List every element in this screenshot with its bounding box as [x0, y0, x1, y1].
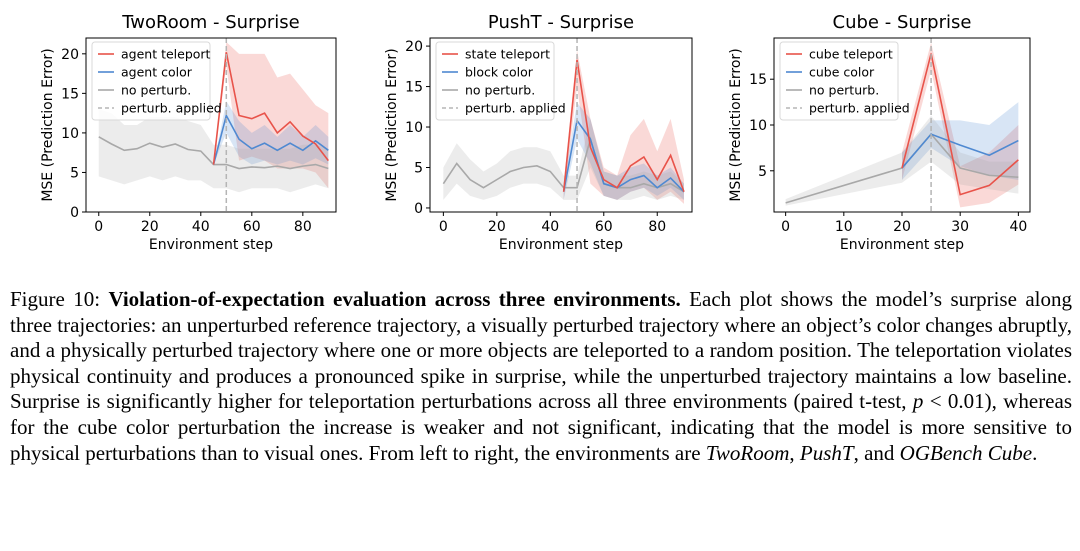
caption-math-p: p: [912, 389, 924, 414]
plot-area: [442, 38, 685, 212]
x-tick-label: 80: [648, 219, 666, 235]
x-tick-label: 10: [835, 219, 853, 235]
series-line-cube-teleport: [901, 53, 1019, 196]
y-tick-label: 5: [414, 160, 423, 176]
y-tick-label: 5: [70, 165, 79, 181]
plot-area: [785, 38, 1019, 212]
caption-env-tworoom: TwoRoom: [705, 440, 790, 465]
chart-panel-2: 0 10 20 30 40 5 10 15 Cube - Surprise Environment…: [728, 12, 1031, 253]
caption-body-1: Each plot shows the model’s surprise alo…: [10, 287, 1072, 414]
series-line-no-perturb: [785, 132, 1019, 204]
x-tick-label: 80: [294, 219, 312, 235]
chart-title: Cube - Surprise: [833, 12, 972, 33]
legend-label-block-color: block color: [465, 65, 534, 80]
legend: state teleport block color no perturb. pert…: [435, 41, 566, 121]
y-tick-label: 10: [61, 126, 79, 142]
x-axis-label: Environment step: [840, 237, 964, 253]
y-tick-label: 20: [61, 47, 79, 63]
series-line-agent-teleport: [212, 52, 329, 165]
series-line-state-teleport: [562, 59, 685, 193]
x-tick-label: 60: [243, 219, 261, 235]
legend-label-perturb-applied: perturb. applied: [121, 101, 222, 116]
x-tick-label: 40: [1009, 219, 1027, 235]
x-tick-label: 20: [488, 219, 506, 235]
y-tick-label: 15: [405, 80, 423, 96]
series-line-cube-color: [901, 133, 1019, 169]
plot-area: [98, 38, 329, 212]
caption-sep-2: , and: [853, 440, 900, 465]
legend-label-perturb-applied: perturb. applied: [465, 101, 566, 116]
x-tick-label: 20: [141, 219, 159, 235]
legend-label-no-perturb: no perturb.: [465, 83, 535, 98]
x-axis-label: Environment step: [149, 237, 273, 253]
legend-label-no-perturb: no perturb.: [809, 83, 879, 98]
legend-box: [91, 41, 211, 121]
legend-label-agent-color: agent color: [121, 65, 193, 80]
caption-prefix: Figure 10:: [10, 287, 109, 311]
confidence-band-no-perturb: [98, 109, 329, 193]
confidence-band-no-perturb: [785, 115, 1019, 206]
caption-bold-title: Violation-of-expectation evaluation acro…: [108, 287, 681, 311]
confidence-band-no-perturb: [443, 118, 684, 200]
legend-label-cube-color: cube color: [809, 65, 875, 80]
series-line-agent-color: [212, 113, 329, 165]
legend-label-agent-teleport: agent teleport: [121, 47, 211, 62]
x-tick-label: 20: [893, 219, 911, 235]
x-tick-label: 60: [595, 219, 613, 235]
axes-frame: [85, 37, 337, 213]
legend-label-no-perturb: no perturb.: [121, 83, 191, 98]
series-line-block-color: [562, 118, 685, 193]
caption-body-2: ), whereas for the cube color perturbati…: [10, 389, 1072, 465]
caption-env-pusht: PushT: [799, 440, 854, 465]
axes-frame: [429, 37, 693, 213]
y-tick-label: 5: [758, 164, 767, 180]
legend: agent teleport agent color no perturb. pert…: [91, 41, 222, 121]
legend: cube teleport cube color no perturb. pertur…: [779, 41, 910, 121]
y-tick-label: 10: [749, 118, 767, 134]
x-tick-label: 40: [541, 219, 559, 235]
x-tick-label: 0: [781, 219, 790, 235]
confidence-band-block-color: [563, 102, 684, 200]
chart-panel-1: 0 20 40 60 80 0 5 10 15 20 PushT - Surprise Environ…: [384, 12, 693, 253]
caption-math-rest: < 0.01: [923, 389, 985, 414]
chart-title: PushT - Surprise: [488, 12, 634, 33]
legend-label-cube-teleport: cube teleport: [809, 47, 893, 62]
y-axis-label: MSE (Prediction Error): [40, 48, 56, 201]
y-tick-label: 15: [749, 72, 767, 88]
y-axis-label: MSE (Prediction Error): [728, 48, 744, 201]
caption-end: .: [1032, 440, 1038, 465]
y-axis-label: MSE (Prediction Error): [384, 48, 400, 201]
confidence-band-cube-teleport: [902, 42, 1019, 208]
y-tick-label: 15: [61, 86, 79, 102]
y-tick-label: 0: [414, 201, 423, 217]
legend-box: [779, 41, 899, 121]
chart-panel-0: 0 20 40 60 80 0 5 10 15 20 TwoRoom - Surprise Envir…: [40, 12, 337, 253]
legend-label-state-teleport: state teleport: [465, 47, 550, 62]
x-tick-label: 0: [94, 219, 103, 235]
x-axis-label: Environment step: [499, 237, 623, 253]
confidence-band-state-teleport: [563, 50, 684, 204]
y-tick-label: 10: [405, 120, 423, 136]
legend-box: [435, 41, 555, 121]
figure-panels: 0 20 40 60 80 0 5 10 15 20 TwoRoom - Surprise Envir…: [40, 12, 1031, 253]
y-tick-label: 0: [70, 205, 79, 221]
x-tick-label: 0: [439, 219, 448, 235]
figure-caption: Figure 10: Violation-of-expectation eval…: [10, 287, 1072, 466]
caption-env-cube: OGBench Cube: [899, 440, 1033, 465]
chart-title: TwoRoom - Surprise: [121, 12, 299, 33]
caption-sep-1: ,: [789, 440, 800, 465]
x-tick-label: 30: [951, 219, 969, 235]
confidence-band-agent-teleport: [213, 41, 329, 189]
legend-label-perturb-applied: perturb. applied: [809, 101, 910, 116]
y-tick-label: 20: [405, 39, 423, 55]
x-tick-label: 40: [192, 219, 210, 235]
